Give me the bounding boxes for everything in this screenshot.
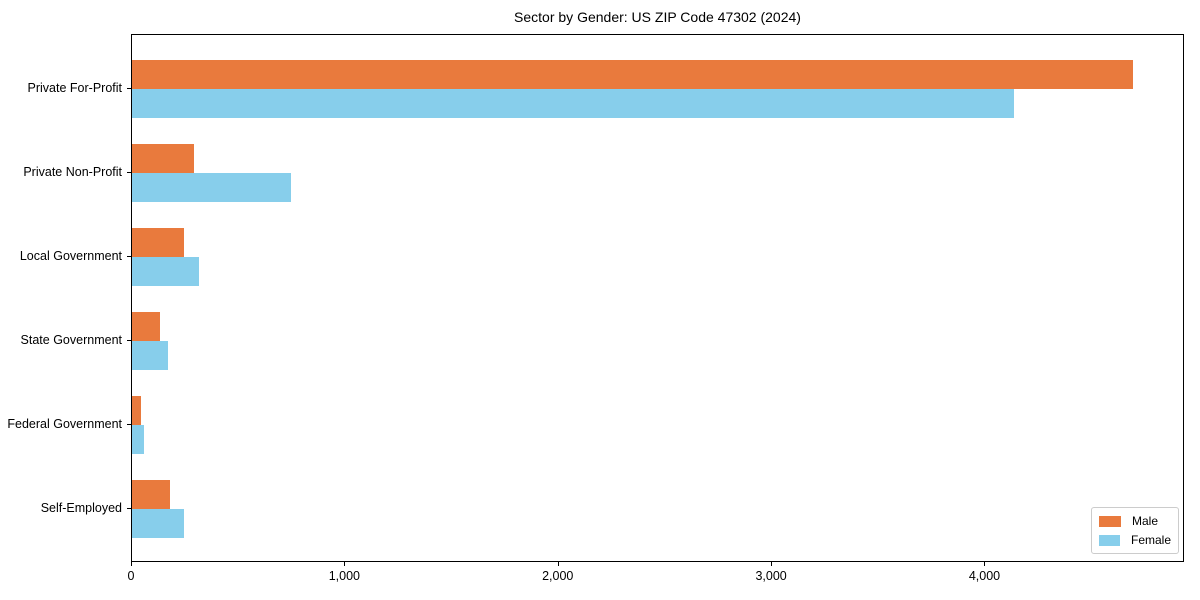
bar-male-private-for-profit: [132, 60, 1133, 89]
x-tick-label-3000: 3,000: [755, 569, 787, 583]
y-tick-label-private-for-profit: Private For-Profit: [27, 81, 122, 95]
y-tick-label-self-employed: Self-Employed: [40, 501, 122, 515]
x-tick-label-4000: 4,000: [968, 569, 1001, 583]
bar-female-private-non-profit: [132, 173, 291, 202]
bar-female-self-employed: [132, 509, 185, 538]
y-tick-label-state-government: State Government: [20, 333, 122, 347]
y-tick-mark: [127, 340, 131, 341]
bar-male-federal-government: [132, 396, 141, 425]
female-series-swatch: [1099, 535, 1120, 546]
x-tick-mark: [557, 562, 559, 566]
y-tick-label-local-government: Local Government: [19, 249, 122, 263]
bar-female-private-for-profit: [132, 89, 1014, 118]
chart-title: Sector by Gender: US ZIP Code 47302 (202…: [514, 9, 801, 25]
legend-item-female: Female: [1099, 533, 1171, 548]
legend-label-male: Male: [1132, 514, 1159, 528]
x-tick-label-0: 0: [127, 569, 135, 583]
y-tick-mark: [127, 172, 131, 173]
bar-female-federal-government: [132, 425, 144, 454]
bar-male-local-government: [132, 228, 185, 257]
y-tick-label-private-non-profit: Private Non-Profit: [23, 165, 122, 179]
x-tick-mark: [771, 562, 773, 566]
y-tick-mark: [127, 88, 131, 89]
legend-item-male: Male: [1099, 514, 1171, 529]
bar-male-state-government: [132, 312, 160, 341]
x-tick-label-1000: 1,000: [328, 569, 360, 583]
bar-female-state-government: [132, 341, 169, 370]
bar-male-private-non-profit: [132, 144, 194, 173]
x-tick-label-2000: 2,000: [542, 569, 574, 583]
x-tick-mark: [344, 562, 346, 566]
bar-female-local-government: [132, 257, 200, 286]
x-tick-mark: [984, 562, 986, 566]
bar-male-self-employed: [132, 480, 171, 509]
y-tick-mark: [127, 508, 131, 509]
x-tick-mark: [131, 562, 132, 566]
y-tick-mark: [127, 256, 131, 257]
y-tick-label-federal-government: Federal Government: [7, 417, 122, 431]
legend-label-female: Female: [1130, 533, 1171, 547]
y-tick-mark: [127, 424, 131, 425]
male-series-swatch: [1099, 516, 1121, 527]
plot-area: [131, 34, 1184, 562]
legend: Male Female: [1091, 507, 1179, 554]
